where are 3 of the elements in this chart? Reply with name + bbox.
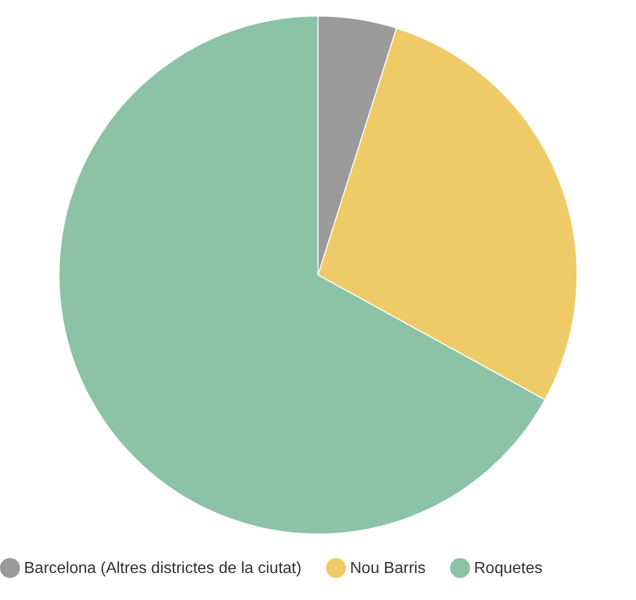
legend-label: Barcelona (Altres districtes de la ciutat) xyxy=(24,560,302,577)
legend-label: Roquetes xyxy=(474,560,542,577)
legend-label: Nou Barris xyxy=(350,560,426,577)
